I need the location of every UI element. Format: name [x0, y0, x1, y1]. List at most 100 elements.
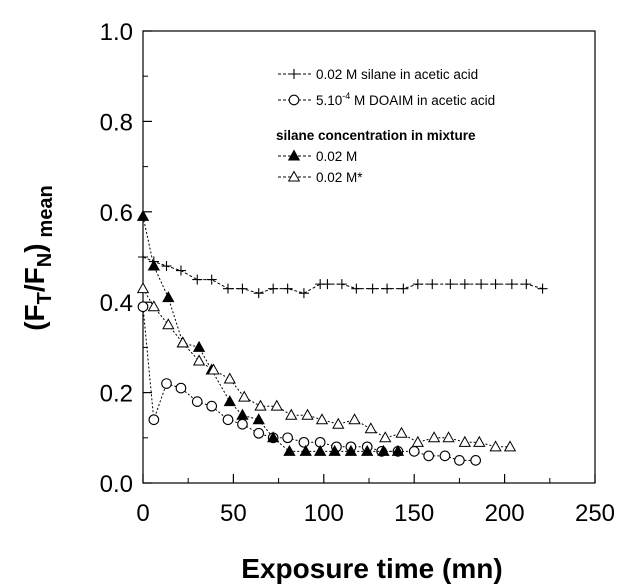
x-tick-label: 200	[485, 500, 525, 527]
data-point-triangle-open	[473, 435, 486, 447]
data-point-triangle-filled	[147, 259, 160, 271]
legend-label-silane: 0.02 M silane in acetic acid	[316, 67, 478, 82]
data-point-plus	[268, 283, 279, 294]
y-tick-label: 0.2	[100, 381, 133, 408]
data-point-triangle-filled	[192, 340, 206, 352]
data-point-triangle-open	[254, 399, 267, 411]
data-point-plus	[253, 288, 264, 299]
data-point-circle-open	[222, 414, 234, 426]
y-tick-label: 0.6	[100, 200, 133, 227]
data-point-plus	[322, 279, 333, 290]
data-point-plus	[506, 279, 517, 290]
data-point-triangle-filled	[223, 395, 236, 407]
data-point-triangle-filled	[328, 444, 341, 456]
data-point-circle-open	[206, 400, 218, 412]
data-point-triangle-filled	[361, 444, 374, 456]
y-axis-title: (FT/FN)mean	[19, 185, 57, 331]
data-point-triangle-open	[315, 413, 329, 425]
series-triangle-filled	[136, 209, 405, 456]
data-point-triangle-open	[411, 435, 424, 447]
x-tick-label: 250	[575, 500, 615, 527]
data-point-plus	[476, 279, 487, 290]
data-point-plus	[427, 279, 438, 290]
data-point-plus	[222, 283, 233, 294]
legend-marker	[287, 170, 301, 182]
data-point-circle-open	[175, 382, 187, 394]
data-point-circle-open	[470, 455, 482, 466]
data-point-plus	[282, 283, 293, 294]
legend-label-mixture: 0.02 M	[316, 149, 357, 164]
data-point-circle-open	[439, 450, 451, 462]
data-point-triangle-filled	[136, 209, 150, 221]
data-point-triangle-open	[285, 408, 298, 420]
data-point-plus	[237, 283, 248, 294]
series-triangle-open	[136, 282, 517, 452]
data-point-circle-open	[161, 378, 172, 389]
data-point-triangle-filled	[344, 444, 358, 456]
data-point-plus	[206, 274, 217, 285]
data-point-triangle-open	[162, 318, 175, 330]
series-line-circle-open	[142, 306, 476, 461]
data-point-plus	[412, 279, 423, 290]
ticks-layer: 0 50 100 150 200 250 0.0 0.2 0.4 0.6 0.8 1.0	[100, 19, 615, 527]
legend-heading: silane concentration in mixture	[276, 128, 476, 143]
data-point-triangle-open	[427, 431, 441, 443]
data-point-triangle-open	[192, 354, 206, 366]
x-tick-label: 0	[136, 500, 149, 527]
data-point-triangle-open	[207, 363, 220, 375]
data-point-triangle-open	[238, 390, 251, 402]
series-line-plus	[142, 256, 543, 294]
x-tick-label: 150	[394, 500, 434, 527]
legend-marker	[289, 69, 299, 79]
data-point-plus	[192, 274, 203, 285]
data-point-triangle-filled	[252, 413, 265, 425]
data-point-plus	[336, 279, 347, 290]
data-point-triangle-open	[176, 336, 189, 348]
data-point-plus	[459, 279, 470, 290]
legend-label-doaim: 5.10-4 M DOAIM in acetic acid	[316, 91, 495, 108]
data-point-triangle-filled	[377, 444, 390, 456]
data-point-circle-open	[298, 436, 310, 448]
data-point-triangle-filled	[267, 431, 280, 443]
x-tick-label: 100	[304, 500, 344, 527]
data-point-triangle-open	[458, 435, 471, 447]
series-layer	[136, 209, 548, 466]
legend-label-mixture-star: 0.02 M*	[316, 170, 363, 185]
data-point-triangle-open	[395, 426, 408, 438]
data-point-plus	[138, 252, 148, 262]
data-point-circle-open	[137, 301, 149, 313]
data-point-triangle-filled	[236, 408, 249, 420]
x-tick-label: 50	[220, 500, 247, 527]
series-plus	[138, 252, 548, 299]
x-axis-title: Exposure time (mn)	[241, 553, 502, 584]
data-point-plus	[445, 279, 456, 290]
y-tick-label: 0.4	[100, 290, 133, 317]
data-point-circle-open	[237, 418, 248, 430]
legend: 0.02 M silane in acetic acid 5.10-4 M DO…	[276, 67, 495, 185]
data-point-triangle-filled	[314, 444, 327, 456]
y-tick-label: 0.8	[100, 109, 133, 136]
data-point-plus	[490, 279, 501, 290]
data-point-plus	[351, 283, 362, 294]
data-point-triangle-open	[332, 417, 345, 429]
data-point-triangle-open	[136, 282, 150, 294]
legend-symbol-mixture-star	[278, 170, 311, 182]
data-point-circle-open	[282, 432, 293, 444]
data-point-triangle-open	[223, 372, 236, 384]
data-point-circle-open	[454, 455, 465, 466]
data-point-triangle-filled	[283, 444, 296, 456]
data-point-plus	[367, 283, 378, 294]
data-point-plus	[175, 265, 186, 276]
data-point-triangle-open	[364, 422, 377, 434]
data-point-plus	[521, 279, 532, 290]
legend-symbol-doaim	[278, 94, 311, 106]
y-tick-label: 0.0	[100, 471, 133, 498]
series-line-triangle-filled	[142, 216, 398, 452]
data-point-plus	[398, 283, 409, 294]
legend-symbol-mixture	[278, 149, 311, 161]
data-point-triangle-open	[301, 408, 314, 420]
data-point-circle-open	[423, 450, 435, 462]
data-point-circle-open	[408, 446, 420, 457]
data-point-triangle-open	[147, 300, 160, 312]
